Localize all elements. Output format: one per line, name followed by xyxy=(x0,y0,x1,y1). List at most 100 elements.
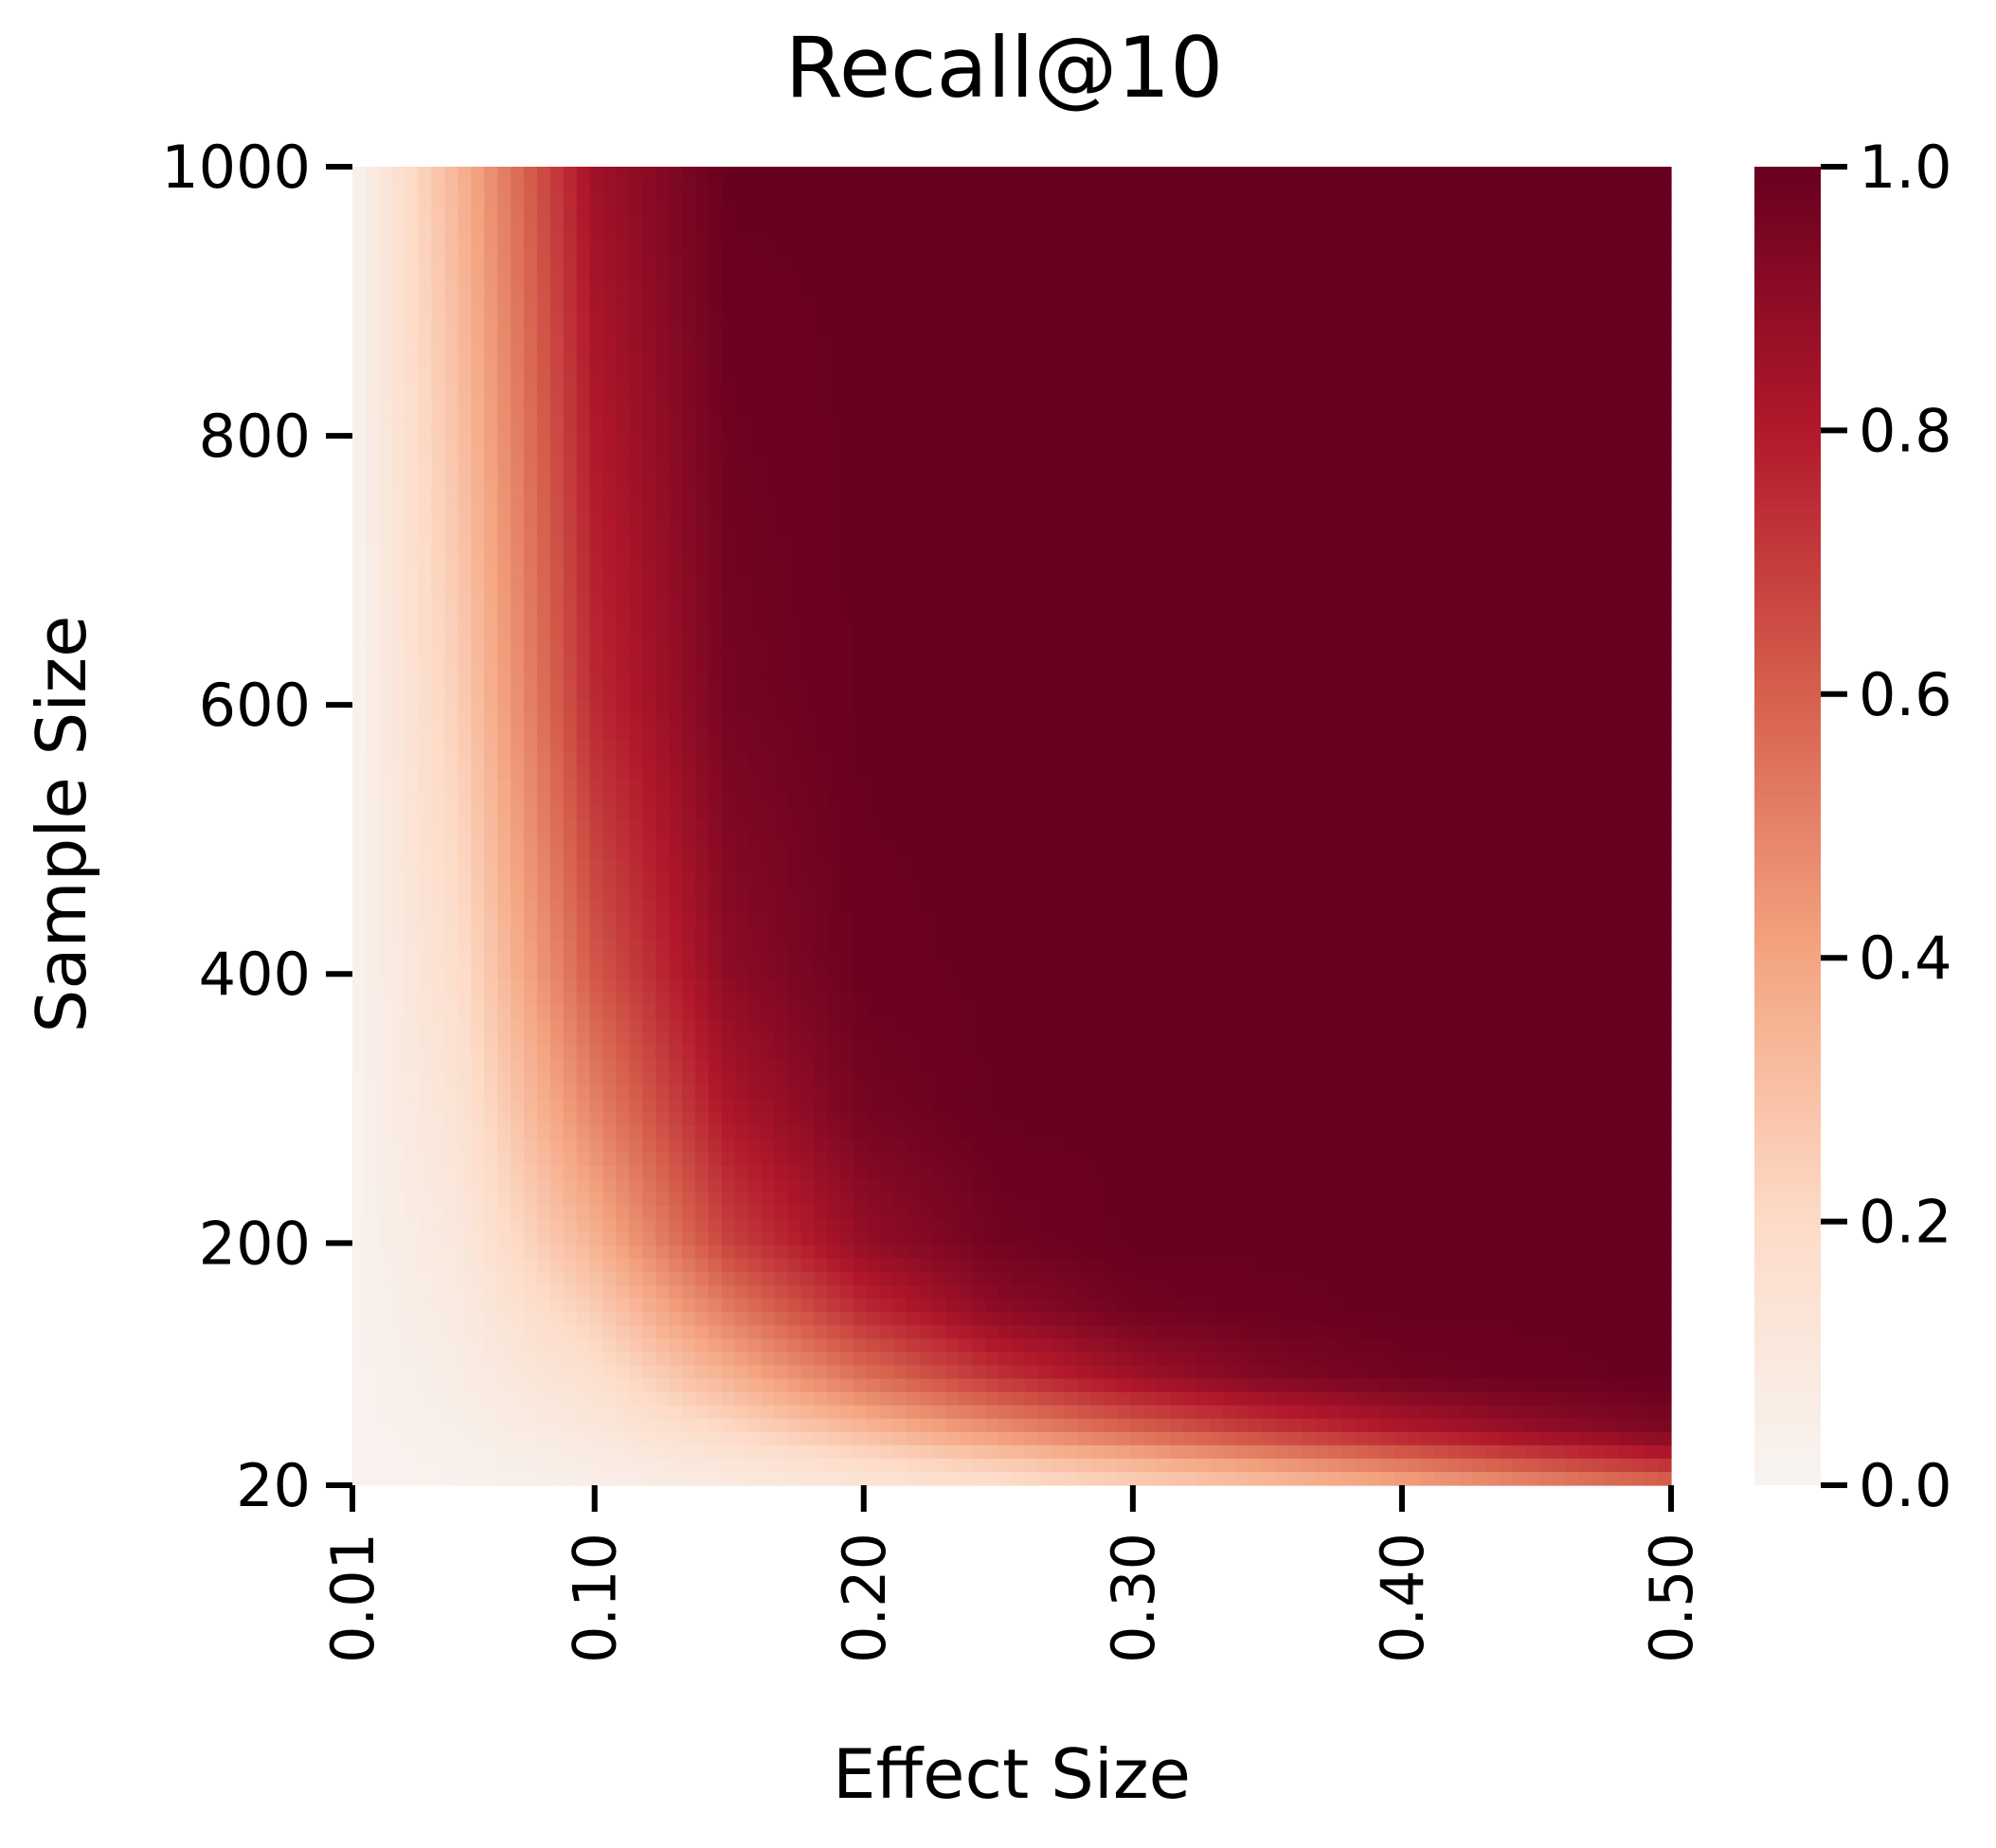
heatmap-cell xyxy=(1658,313,1672,328)
heatmap-cell xyxy=(1380,712,1395,727)
heatmap-cell xyxy=(431,326,446,341)
heatmap-cell xyxy=(1578,646,1593,660)
heatmap-cell xyxy=(1420,352,1435,368)
heatmap-cell xyxy=(932,673,946,687)
heatmap-cell xyxy=(1433,459,1448,474)
heatmap-cell xyxy=(1288,220,1303,234)
heatmap-cell xyxy=(1182,393,1197,407)
heatmap-cell xyxy=(602,499,617,514)
heatmap-cell xyxy=(800,646,815,660)
heatmap-cell xyxy=(1512,167,1527,181)
heatmap-cell xyxy=(1143,286,1158,301)
heatmap-cell xyxy=(405,286,420,301)
heatmap-cell xyxy=(1512,193,1527,207)
heatmap-cell xyxy=(589,180,604,194)
heatmap-cell xyxy=(1090,752,1106,767)
heatmap-cell xyxy=(1512,180,1527,194)
heatmap-cell xyxy=(972,406,986,421)
heatmap-cell xyxy=(669,619,683,634)
heatmap-cell xyxy=(892,712,908,727)
heatmap-cell xyxy=(1433,352,1448,368)
heatmap-cell xyxy=(774,765,788,780)
heatmap-cell xyxy=(1460,499,1474,514)
heatmap-cell xyxy=(458,726,472,741)
heatmap-cell xyxy=(906,260,921,275)
heatmap-cell xyxy=(405,260,420,275)
heatmap-cell xyxy=(840,619,854,634)
heatmap-cell xyxy=(458,765,472,780)
heatmap-cell xyxy=(1500,406,1514,421)
heatmap-cell xyxy=(391,712,406,727)
heatmap-cell xyxy=(972,193,986,207)
heatmap-cell xyxy=(919,193,934,207)
heatmap-cell xyxy=(391,180,406,194)
heatmap-cell xyxy=(1447,686,1461,701)
heatmap-cell xyxy=(1658,633,1672,647)
heatmap-cell xyxy=(405,393,420,407)
heatmap-cell xyxy=(945,406,960,421)
heatmap-cell xyxy=(1275,539,1289,554)
heatmap-cell xyxy=(853,526,868,541)
heatmap-cell xyxy=(985,326,999,341)
heatmap-cell xyxy=(1157,260,1171,275)
heatmap-cell xyxy=(365,446,380,460)
heatmap-cell xyxy=(1354,526,1369,541)
heatmap-cell xyxy=(1051,326,1066,341)
heatmap-cell xyxy=(1209,659,1224,673)
heatmap-cell xyxy=(1460,699,1474,714)
heatmap-cell xyxy=(1328,433,1342,447)
heatmap-cell xyxy=(879,167,894,181)
heatmap-cell xyxy=(405,646,420,660)
heatmap-cell xyxy=(458,313,472,328)
heatmap-cell xyxy=(1486,499,1501,514)
heatmap-cell xyxy=(853,765,868,780)
heatmap-cell xyxy=(840,433,854,447)
heatmap-cell xyxy=(972,326,986,341)
heatmap-cell xyxy=(1645,193,1659,207)
heatmap-cell xyxy=(444,273,459,288)
heatmap-cell xyxy=(892,579,908,594)
heatmap-cell xyxy=(906,499,921,514)
heatmap-cell xyxy=(1591,459,1606,474)
heatmap-cell xyxy=(734,752,749,767)
heatmap-cell xyxy=(761,193,776,207)
heatmap-cell xyxy=(669,326,683,341)
heatmap-cell xyxy=(1182,273,1197,288)
heatmap-cell xyxy=(1077,606,1092,620)
heatmap-cell xyxy=(747,406,763,421)
heatmap-cell xyxy=(444,299,459,314)
heatmap-cell xyxy=(1024,167,1039,181)
heatmap-cell xyxy=(1222,339,1237,354)
heatmap-cell xyxy=(1104,206,1118,221)
heatmap-cell xyxy=(1645,406,1659,421)
heatmap-cell xyxy=(1235,499,1250,514)
heatmap-cell xyxy=(840,286,854,301)
heatmap-cell xyxy=(656,260,670,275)
heatmap-cell xyxy=(1170,313,1184,328)
heatmap-cell xyxy=(761,739,776,754)
heatmap-cell xyxy=(959,246,973,261)
heatmap-cell xyxy=(1209,579,1224,594)
heatmap-cell xyxy=(932,765,946,780)
heatmap-cell xyxy=(840,659,854,673)
heatmap-cell xyxy=(1433,206,1448,221)
heatmap-cell xyxy=(1024,486,1039,501)
heatmap-cell xyxy=(484,739,498,754)
heatmap-cell xyxy=(602,565,617,581)
heatmap-cell xyxy=(1341,406,1356,421)
heatmap-cell xyxy=(694,339,710,354)
heatmap-cell xyxy=(352,486,367,501)
heatmap-cell xyxy=(629,446,643,460)
heatmap-cell xyxy=(774,326,788,341)
heatmap-cell xyxy=(629,459,643,474)
heatmap-cell xyxy=(708,565,723,581)
heatmap-cell xyxy=(1341,619,1356,634)
heatmap-cell xyxy=(1538,619,1554,634)
heatmap-cell xyxy=(1064,726,1079,741)
heatmap-cell xyxy=(1447,579,1461,594)
heatmap-cell xyxy=(1157,633,1171,647)
heatmap-cell xyxy=(1222,366,1237,381)
heatmap-cell xyxy=(1538,220,1554,234)
heatmap-cell xyxy=(1077,686,1092,701)
heatmap-cell xyxy=(1182,686,1197,701)
